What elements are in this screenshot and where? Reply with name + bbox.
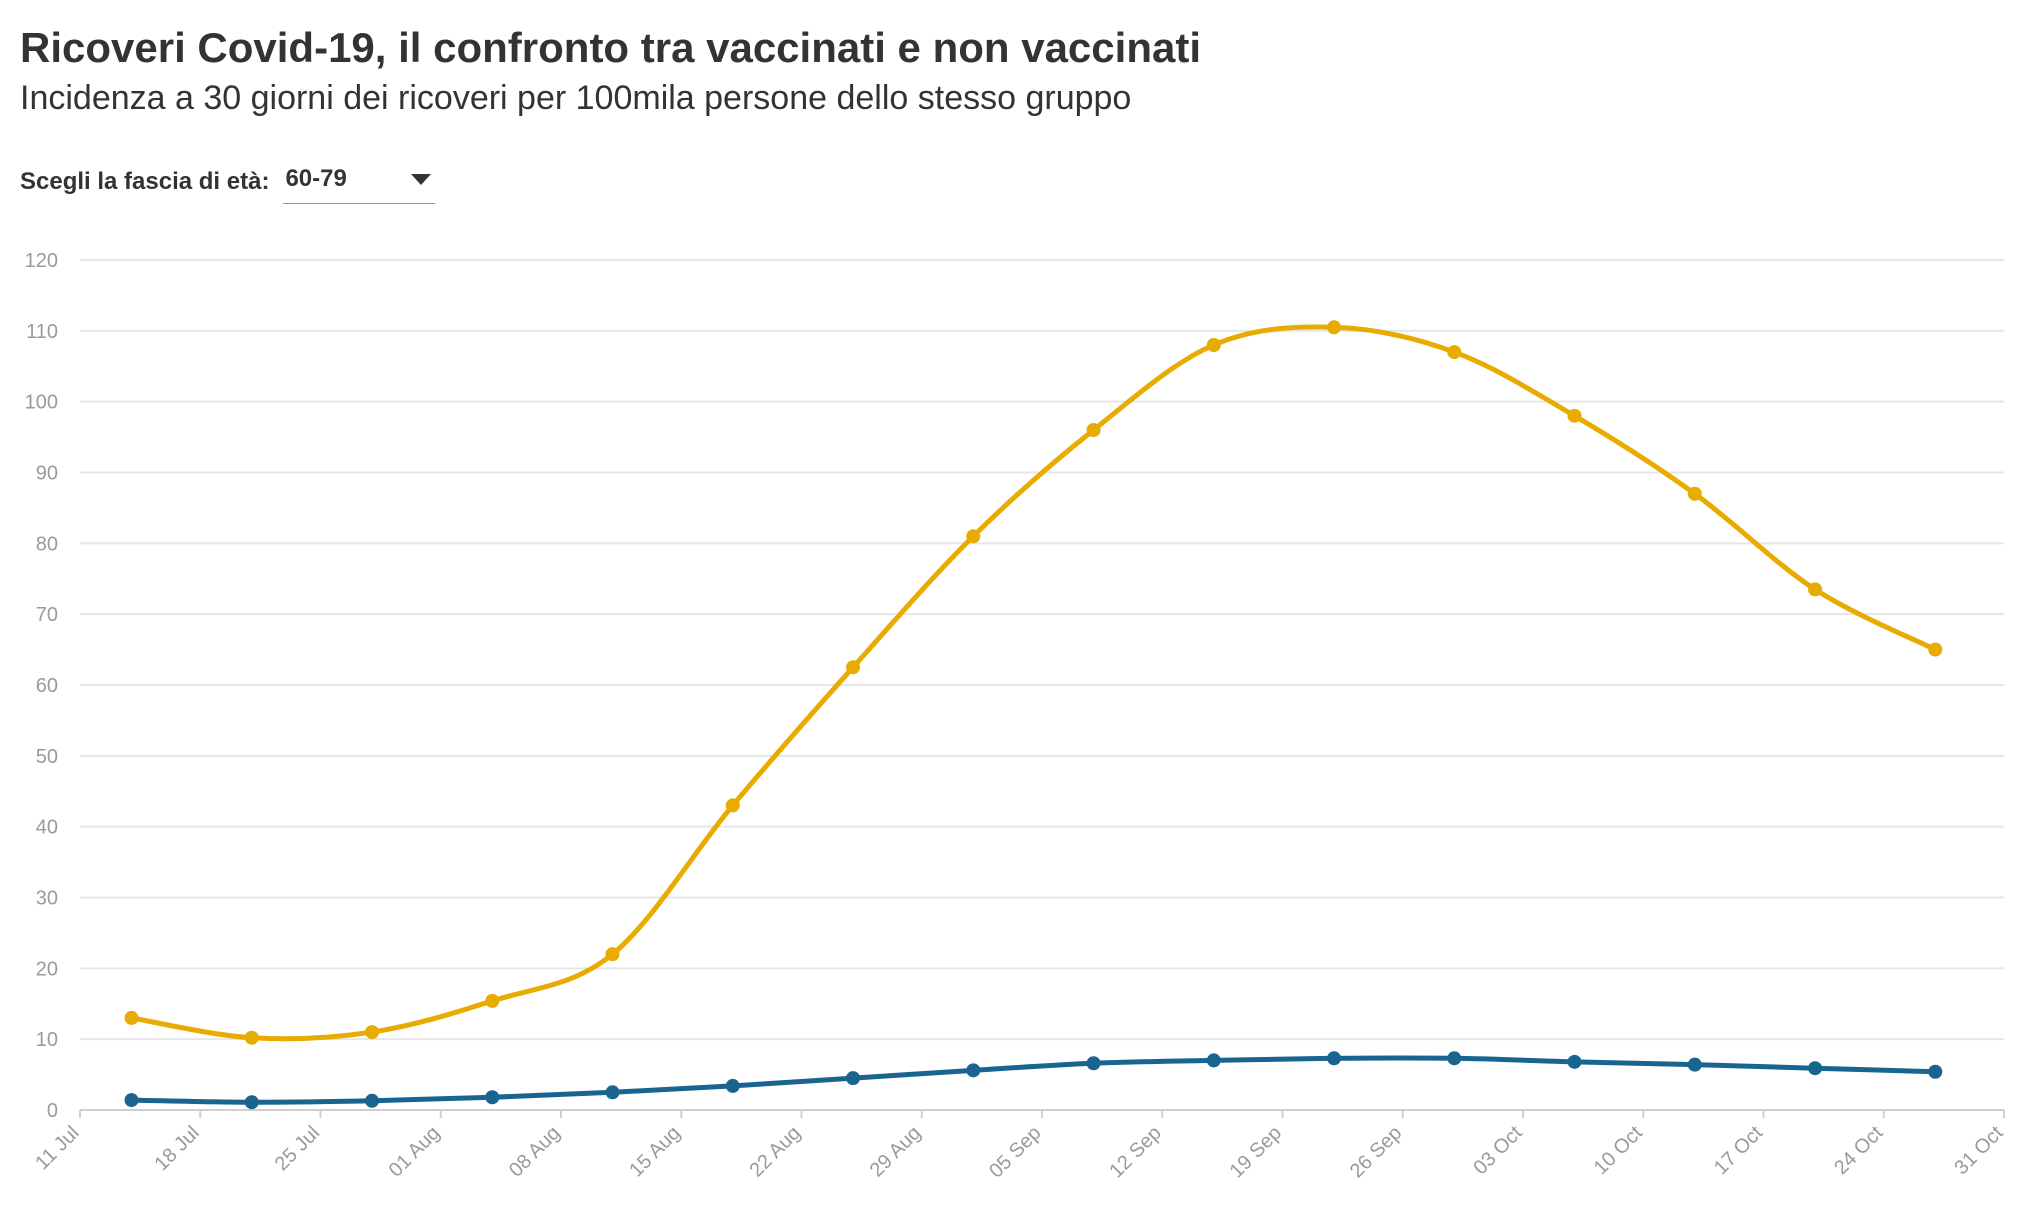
data-point xyxy=(605,947,620,962)
age-group-selected-value: 60-79 xyxy=(285,164,347,192)
data-point xyxy=(1447,1051,1462,1066)
data-point xyxy=(1808,1061,1823,1076)
chart-subtitle: Incidenza a 30 giorni dei ricoveri per 1… xyxy=(20,79,1132,117)
x-tick-label: 11 Jul xyxy=(31,1122,83,1174)
data-point xyxy=(124,1010,139,1025)
x-tick-label: 25 Jul xyxy=(271,1122,324,1175)
data-point xyxy=(1928,642,1943,657)
y-tick-label: 120 xyxy=(25,250,58,272)
y-axis: 0 10 20 30 40 50 60 70 80 90 100 110 120 xyxy=(25,250,58,1122)
data-point xyxy=(1447,345,1462,360)
data-point xyxy=(485,1090,500,1105)
y-tick-label: 0 xyxy=(47,1100,58,1122)
x-tick-label: 03 Oct xyxy=(1469,1122,1527,1180)
x-tick-label: 19 Sep xyxy=(1226,1122,1286,1182)
chart-header: Ricoveri Covid-19, il confronto tra vacc… xyxy=(20,22,2010,120)
data-point xyxy=(1808,582,1823,597)
data-point xyxy=(725,1078,740,1093)
data-point xyxy=(1206,338,1221,352)
data-point xyxy=(365,1025,380,1040)
data-point xyxy=(1687,1057,1702,1072)
chart-title: Ricoveri Covid-19, il confronto tra vacc… xyxy=(20,24,1201,71)
data-point xyxy=(1086,423,1101,437)
data-point xyxy=(966,1063,981,1078)
y-tick-label: 60 xyxy=(36,675,58,697)
y-gridlines xyxy=(80,259,2004,1041)
data-point xyxy=(1206,1053,1221,1068)
vaccinated-line-group xyxy=(124,1051,1943,1110)
age-group-select[interactable]: 60-79 xyxy=(283,161,436,204)
x-axis: 11 Jul 18 Jul 25 Jul 01 Aug 08 Aug 15 Aug 22 A… xyxy=(31,1109,2008,1182)
data-point xyxy=(365,1093,380,1108)
x-tick-label: 01 Aug xyxy=(385,1122,445,1182)
y-tick-label: 10 xyxy=(36,1029,58,1051)
data-point xyxy=(244,1095,259,1110)
data-point xyxy=(1687,486,1702,501)
data-point xyxy=(605,1085,620,1100)
x-tick-label: 08 Aug xyxy=(505,1122,565,1182)
data-point xyxy=(846,1071,861,1086)
data-point xyxy=(1086,1056,1101,1071)
data-point xyxy=(1567,1054,1582,1069)
age-group-control: Scegli la fascia di età: 60-79 xyxy=(20,160,436,204)
x-tick-label: 29 Aug xyxy=(866,1122,926,1182)
data-point xyxy=(966,529,981,544)
x-tick-label: 10 Oct xyxy=(1590,1122,1648,1180)
x-tick-label: 24 Oct xyxy=(1830,1122,1888,1180)
chevron-down-icon xyxy=(411,173,432,185)
y-tick-label: 50 xyxy=(36,746,58,768)
data-point xyxy=(1327,320,1342,335)
y-tick-label: 80 xyxy=(36,533,58,555)
y-tick-label: 40 xyxy=(36,817,58,839)
x-tick-label: 22 Aug xyxy=(745,1122,805,1182)
unvaccinated-line-group xyxy=(124,320,1943,1045)
data-point xyxy=(244,1030,259,1045)
unvaccinated-line xyxy=(129,324,1938,1042)
data-point xyxy=(725,798,740,813)
age-group-label: Scegli la fascia di età: xyxy=(20,168,270,195)
data-point xyxy=(1928,1064,1943,1079)
data-point xyxy=(485,993,500,1008)
y-tick-label: 30 xyxy=(36,888,58,910)
data-point xyxy=(1567,408,1582,423)
y-tick-label: 20 xyxy=(36,958,58,980)
x-tick-label: 17 Oct xyxy=(1710,1122,1768,1180)
y-tick-label: 100 xyxy=(25,392,58,414)
x-tick-label: 31 Oct xyxy=(1950,1122,2008,1180)
x-tick-label: 15 Aug xyxy=(625,1122,685,1182)
data-point xyxy=(124,1093,139,1108)
y-tick-label: 90 xyxy=(36,463,58,485)
y-tick-label: 70 xyxy=(36,604,58,626)
x-tick-label: 05 Sep xyxy=(985,1122,1045,1182)
y-tick-label: 110 xyxy=(26,321,58,343)
x-tick-label: 26 Sep xyxy=(1346,1122,1406,1182)
vaccinated-line xyxy=(129,1055,1938,1105)
data-point xyxy=(1327,1051,1342,1066)
data-point xyxy=(846,660,861,675)
x-tick-label: 12 Sep xyxy=(1105,1122,1165,1182)
x-tick-label: 18 Jul xyxy=(150,1122,203,1175)
